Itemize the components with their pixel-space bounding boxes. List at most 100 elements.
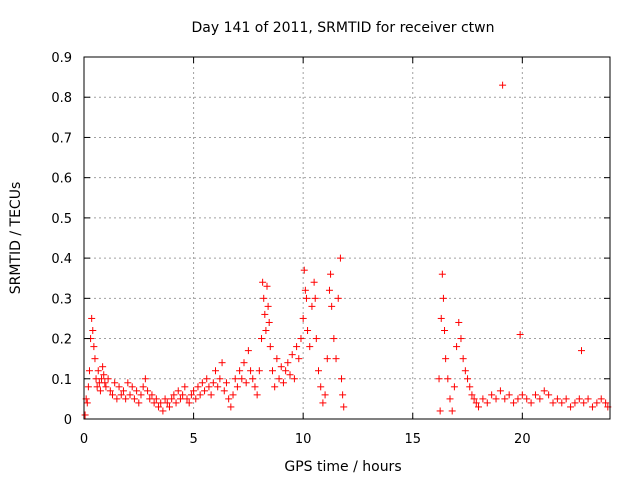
data-point bbox=[161, 395, 169, 403]
data-point bbox=[299, 314, 307, 322]
data-point bbox=[233, 383, 241, 391]
data-point bbox=[327, 270, 335, 278]
data-point bbox=[108, 391, 116, 399]
data-point bbox=[435, 375, 443, 383]
data-point bbox=[268, 367, 276, 375]
data-point bbox=[488, 391, 496, 399]
data-point bbox=[273, 355, 281, 363]
data-point bbox=[325, 286, 333, 294]
data-point bbox=[336, 254, 344, 262]
points-layer bbox=[81, 81, 612, 419]
data-point bbox=[130, 395, 138, 403]
data-point bbox=[183, 395, 191, 403]
data-point bbox=[321, 391, 329, 399]
chart-title: Day 141 of 2011, SRMTID for receiver ctw… bbox=[192, 20, 495, 36]
data-point bbox=[249, 375, 257, 383]
data-point bbox=[244, 347, 252, 355]
data-point bbox=[106, 387, 114, 395]
data-point bbox=[311, 294, 319, 302]
data-point bbox=[338, 375, 346, 383]
data-point bbox=[190, 387, 198, 395]
data-point bbox=[330, 335, 338, 343]
data-point bbox=[91, 355, 99, 363]
data-point bbox=[242, 379, 250, 387]
data-point bbox=[265, 318, 273, 326]
data-point bbox=[301, 286, 309, 294]
y-tick-label: 0.2 bbox=[51, 333, 72, 348]
data-point bbox=[194, 383, 202, 391]
data-point bbox=[453, 343, 461, 351]
data-point bbox=[441, 327, 449, 335]
data-point bbox=[459, 355, 467, 363]
data-point bbox=[261, 310, 269, 318]
data-point bbox=[148, 391, 156, 399]
data-point bbox=[580, 399, 588, 407]
data-point bbox=[514, 395, 522, 403]
ticks-layer: 0 0.1 0.2 0.3 0.4 0.5 0.6 0.7 0.8 0.9 0 5 10 15 20 bbox=[51, 51, 610, 447]
data-point bbox=[438, 270, 446, 278]
data-point bbox=[263, 282, 271, 290]
data-point bbox=[571, 399, 579, 407]
y-tick-label: 0.6 bbox=[51, 172, 72, 187]
data-point bbox=[126, 391, 134, 399]
data-point bbox=[282, 367, 290, 375]
data-point bbox=[85, 367, 93, 375]
data-point bbox=[196, 391, 204, 399]
data-point bbox=[155, 403, 163, 411]
data-point bbox=[227, 403, 235, 411]
data-point bbox=[83, 399, 91, 407]
data-point bbox=[439, 294, 447, 302]
data-point bbox=[575, 395, 583, 403]
data-point bbox=[293, 343, 301, 351]
data-point bbox=[113, 395, 121, 403]
data-point bbox=[117, 391, 125, 399]
data-point bbox=[144, 387, 152, 395]
data-point bbox=[450, 383, 458, 391]
data-point bbox=[229, 391, 237, 399]
data-point bbox=[444, 375, 452, 383]
data-point bbox=[295, 355, 303, 363]
data-point bbox=[323, 355, 331, 363]
y-tick-label: 0.9 bbox=[51, 51, 72, 66]
data-point bbox=[516, 331, 524, 339]
data-point bbox=[259, 278, 267, 286]
data-point bbox=[461, 367, 469, 375]
data-point bbox=[207, 391, 215, 399]
data-point bbox=[238, 375, 246, 383]
data-point bbox=[128, 383, 136, 391]
data-point bbox=[247, 367, 255, 375]
data-point bbox=[549, 399, 557, 407]
x-tick-label: 10 bbox=[295, 432, 312, 447]
data-point bbox=[99, 363, 107, 371]
data-point bbox=[81, 411, 89, 419]
y-axis-label: SRMTID / TECUs bbox=[8, 182, 24, 295]
data-point bbox=[510, 399, 518, 407]
x-axis-label: GPS time / hours bbox=[284, 459, 401, 475]
data-point bbox=[165, 403, 173, 411]
data-point bbox=[255, 367, 263, 375]
data-point bbox=[141, 375, 149, 383]
data-point bbox=[253, 391, 261, 399]
y-tick-label: 0.3 bbox=[51, 292, 72, 307]
x-tick-label: 0 bbox=[80, 432, 88, 447]
data-point bbox=[133, 387, 141, 395]
data-point bbox=[334, 294, 342, 302]
data-point bbox=[475, 403, 482, 411]
data-point bbox=[84, 383, 92, 391]
data-point bbox=[479, 395, 487, 403]
data-point bbox=[319, 399, 327, 407]
data-point bbox=[297, 335, 305, 343]
data-point bbox=[266, 343, 274, 351]
data-point bbox=[501, 395, 509, 403]
data-point bbox=[214, 383, 222, 391]
data-point bbox=[124, 379, 132, 387]
data-point bbox=[300, 266, 308, 274]
data-point bbox=[93, 383, 101, 391]
data-point bbox=[192, 395, 200, 403]
data-point bbox=[499, 81, 507, 89]
data-point bbox=[88, 314, 96, 322]
data-point bbox=[225, 395, 233, 403]
data-point bbox=[119, 387, 127, 395]
data-point bbox=[98, 375, 106, 383]
data-point bbox=[90, 343, 98, 351]
